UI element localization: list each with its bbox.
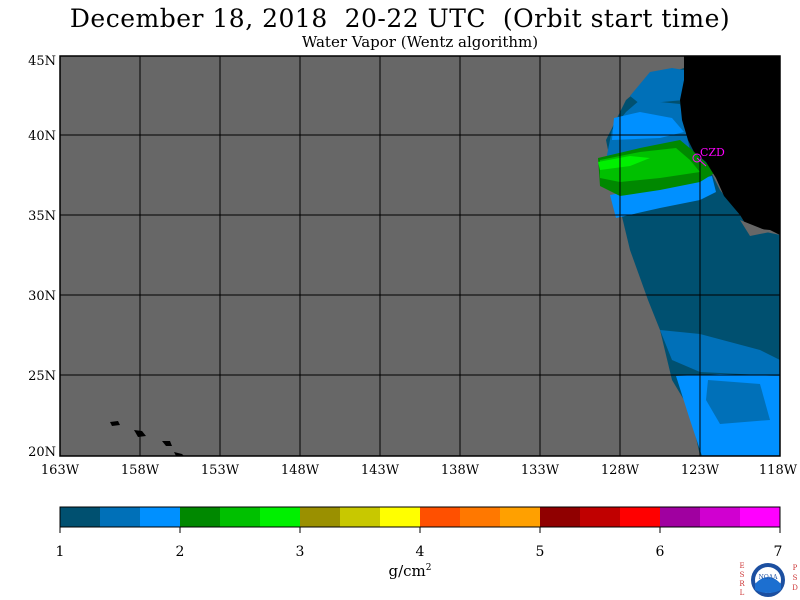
lat-label: 45N bbox=[28, 54, 56, 69]
logo-letter: S bbox=[793, 574, 798, 582]
colorbar-segment bbox=[140, 507, 181, 527]
lat-label: 40N bbox=[28, 129, 56, 144]
map-frame bbox=[59, 55, 781, 457]
colorbar-label: 3 bbox=[296, 544, 305, 560]
lat-label: 35N bbox=[28, 209, 56, 224]
colorbar-segment bbox=[380, 507, 421, 527]
land-california bbox=[680, 56, 780, 235]
lat-axis-labels: 45N 40N 35N 30N 25N 20N bbox=[28, 54, 56, 460]
swath-medium-blue-south bbox=[660, 330, 780, 376]
logo-letter: R bbox=[739, 580, 745, 588]
colorbar-segment bbox=[340, 507, 381, 527]
lon-label: 138W bbox=[441, 463, 480, 478]
station-marker bbox=[692, 153, 707, 167]
lat-label: 20N bbox=[28, 445, 56, 460]
colorbar-labels: 1 2 3 4 5 6 7 bbox=[56, 544, 783, 560]
colorbar-label: 6 bbox=[656, 544, 665, 560]
map-grid bbox=[60, 56, 780, 456]
logo-letter: D bbox=[792, 584, 798, 592]
colorbar-segment bbox=[540, 507, 581, 527]
lon-label: 153W bbox=[201, 463, 240, 478]
logo-letter: P bbox=[793, 564, 798, 572]
colorbar-label: 5 bbox=[536, 544, 545, 560]
colorbar-segment bbox=[580, 507, 621, 527]
colorbar-segment bbox=[620, 507, 661, 527]
colorbar-segment bbox=[260, 507, 301, 527]
swath-bright-blue-upper bbox=[612, 112, 684, 140]
colorbar-segment bbox=[740, 507, 781, 527]
logo-letter: L bbox=[740, 589, 745, 597]
colorbar-segment bbox=[300, 507, 341, 527]
colorbar-label: 7 bbox=[774, 544, 783, 560]
colorbar-segment bbox=[180, 507, 221, 527]
colorbar-segment bbox=[460, 507, 501, 527]
colorbar-units: g/cm2 bbox=[370, 562, 450, 580]
swath-green-plume bbox=[600, 148, 700, 182]
lon-label: 118W bbox=[759, 463, 798, 478]
colorbar-segment bbox=[420, 507, 461, 527]
lon-label: 158W bbox=[121, 463, 160, 478]
logo-letter: E bbox=[739, 562, 744, 570]
lon-axis-labels: 163W 158W 153W 148W 143W 138W 133W 128W … bbox=[41, 463, 798, 478]
lon-label: 123W bbox=[681, 463, 720, 478]
colorbar-segment bbox=[700, 507, 741, 527]
logo-letter: S bbox=[740, 571, 745, 579]
lon-label: 133W bbox=[521, 463, 560, 478]
lat-label: 30N bbox=[28, 289, 56, 304]
page-subtitle: Water Vapor (Wentz algorithm) bbox=[301, 33, 539, 51]
colorbar-ticks bbox=[59, 527, 781, 533]
colorbar-label: 4 bbox=[416, 544, 425, 560]
colorbar-label: 2 bbox=[176, 544, 185, 560]
colorbar-segment bbox=[220, 507, 261, 527]
coastal-nodata bbox=[740, 220, 770, 236]
lon-label: 128W bbox=[601, 463, 640, 478]
colorbar-segment bbox=[500, 507, 541, 527]
colorbar-segment bbox=[660, 507, 701, 527]
colorbar-segment bbox=[60, 507, 101, 527]
swath-medium-blue-patch bbox=[706, 380, 770, 424]
lon-label: 148W bbox=[281, 463, 320, 478]
colorbar-segment bbox=[100, 507, 141, 527]
swath-medium-blue-upper bbox=[630, 68, 684, 104]
units-base: g/cm bbox=[388, 562, 426, 580]
logo-text: NOAA bbox=[759, 574, 779, 581]
colorbar bbox=[60, 507, 781, 527]
lat-label: 25N bbox=[28, 369, 56, 384]
swath-green-plume-bright bbox=[598, 156, 650, 170]
units-exponent: 2 bbox=[425, 563, 432, 573]
page-title: December 18, 2018 20-22 UTC (Orbit start… bbox=[69, 4, 731, 33]
lon-label: 163W bbox=[41, 463, 80, 478]
colorbar-label: 1 bbox=[56, 544, 65, 560]
station-label: CZD bbox=[700, 146, 725, 159]
swath-bright-blue-mid bbox=[610, 176, 716, 218]
lon-label: 143W bbox=[361, 463, 400, 478]
noaa-logo: E S R L P S D NOAA bbox=[739, 562, 798, 597]
